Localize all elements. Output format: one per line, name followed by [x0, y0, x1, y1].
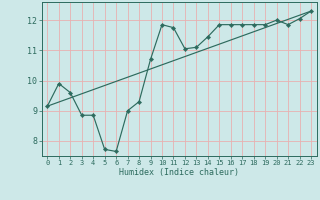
X-axis label: Humidex (Indice chaleur): Humidex (Indice chaleur) — [119, 168, 239, 177]
